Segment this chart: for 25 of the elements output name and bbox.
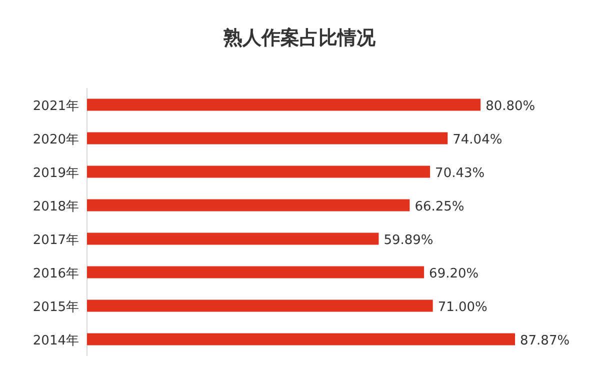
data-label: 74.04% [452,132,502,148]
bar [87,333,515,346]
bar [87,132,448,144]
bar [87,199,410,212]
data-label: 59.89% [384,232,434,248]
bar [87,166,430,178]
data-label: 71.00% [438,300,488,315]
y-tick-label: 2021年 [32,98,79,114]
bar [87,98,481,111]
y-tick-label: 2019年 [32,166,79,181]
bar [87,266,424,278]
data-label: 87.87% [520,333,570,348]
y-tick-label: 2014年 [32,333,79,348]
bar [87,232,379,245]
y-tick-label: 2016年 [32,266,79,282]
data-label: 69.20% [429,266,479,282]
y-tick-label: 2015年 [32,300,79,315]
data-label: 70.43% [435,166,485,181]
chart-title: 熟人作案占比情况 [222,27,376,49]
bar [87,300,433,312]
data-label: 66.25% [414,199,464,214]
y-tick-label: 2017年 [32,232,79,248]
y-tick-label: 2020年 [32,132,79,148]
data-label: 80.80% [486,98,536,114]
y-tick-label: 2018年 [32,199,79,214]
